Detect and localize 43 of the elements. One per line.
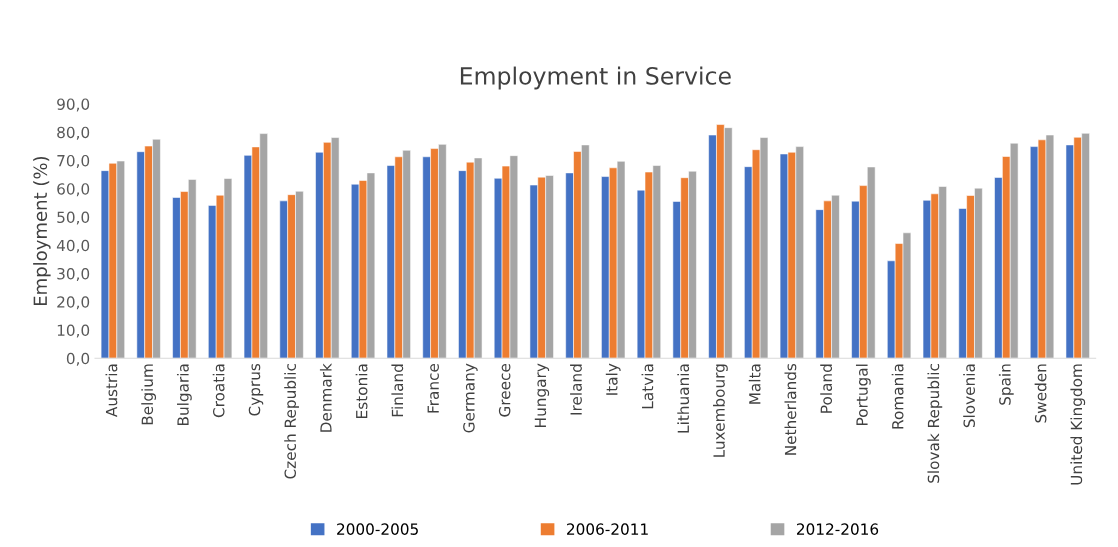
y-tick-label: 50,0 [57,211,90,225]
x-tick-label: Belgium [141,364,157,425]
x-tick-label: Romania [891,364,904,429]
x-tick-label: Spain [998,364,1014,405]
x-tick-label: Czech Republic [284,364,299,479]
x-tick-label: Hungary [534,363,550,427]
x-tick-label: Luxembourg [713,364,728,457]
x-tick-label: United Kingdom [1070,364,1086,485]
x-tick-label: Germany [463,363,478,433]
x-tick-label: Sweden [1034,364,1047,423]
chart-title: Employment in Service [460,66,731,90]
y-tick-label: 70,0 [57,154,90,169]
x-tick-label: Netherlands [784,363,797,455]
y-tick-label: 90,0 [57,98,90,112]
legend-label: 2012-2016 [796,523,879,535]
x-tick-label: Italy [605,363,621,395]
x-tick-label: Croatia [212,364,225,418]
x-tick-label: Lithuania [677,364,690,433]
x-tick-label: Portugal [855,364,871,425]
y-tick-label: 30,0 [57,267,90,282]
x-tick-label: Slovak Republic [927,364,943,483]
legend-label: 2000-2005 [337,523,418,535]
x-tick-label: Cyprus [248,363,264,416]
y-tick-label: 80,0 [57,126,90,140]
y-axis-title: Employment (%) [33,156,51,306]
x-tick-label: Ireland [570,364,582,415]
x-tick-label: Austria [105,364,118,417]
x-tick-label: Slovenia [963,364,975,428]
x-tick-label: Latvia [641,364,654,409]
x-tick-label: Poland [820,364,833,413]
x-tick-label: Malta [748,364,761,404]
y-tick-label: 60,0 [57,183,90,197]
x-tick-label: Finland [391,364,404,417]
y-tick-label: 40,0 [56,239,90,253]
y-tick-label: 0,0 [66,352,90,366]
y-tick-label: 20,0 [57,296,90,310]
legend-label: 2006-2011 [567,523,648,535]
x-tick-label: Denmark [319,363,332,432]
x-tick-label: Bulgaria [176,364,192,425]
x-tick-label: Greece [498,363,511,417]
y-tick-label: 10,0 [57,324,90,338]
x-tick-label: France [427,363,439,413]
x-tick-label: Estonia [355,364,368,418]
